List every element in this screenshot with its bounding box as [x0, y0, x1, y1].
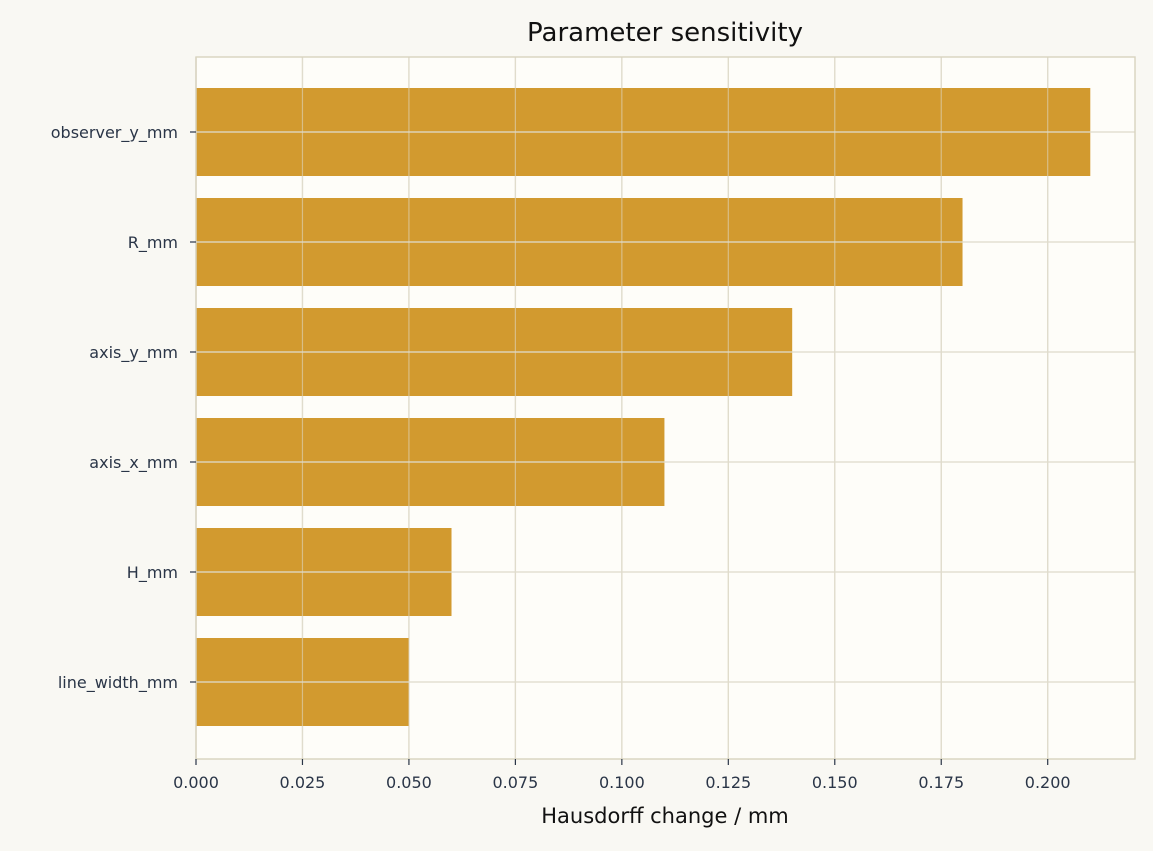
y-tick-label-H-mm: H_mm [127, 563, 178, 583]
horizontal-grid-lines [195, 57, 1135, 759]
y-tick-label-line-width-mm: line_width_mm [58, 673, 178, 693]
y-tick-label-axis-x-mm: axis_x_mm [89, 453, 178, 473]
x-tick-label: 0.100 [599, 773, 645, 792]
y-axis-ticks: observer_y_mm R_mm axis_y_mm axis_x_mm H_mml… [51, 123, 196, 693]
x-tick-label: 0.175 [918, 773, 964, 792]
y-tick-label-observer-y-mm: observer_y_mm [51, 123, 178, 143]
x-tick-label: 0.200 [1025, 773, 1071, 792]
x-tick-label: 0.075 [492, 773, 538, 792]
x-tick-label: 0.125 [705, 773, 751, 792]
plot-border [195, 56, 1136, 760]
chart-title: Parameter sensitivity [527, 18, 803, 48]
y-tick-label-R-mm: R_mm [128, 233, 178, 253]
y-tick-label-axis-y-mm: axis_y_mm [89, 343, 178, 363]
x-tick-label: 0.000 [173, 773, 219, 792]
x-axis-title: Hausdorff change / mm [541, 804, 789, 828]
x-tick-label: 0.150 [812, 773, 858, 792]
x-axis-ticks: 0.000 0.025 0.050 0.075 0.100 0.125 0.150 0.175… [173, 759, 1071, 792]
x-tick-label: 0.050 [386, 773, 432, 792]
x-tick-label: 0.025 [280, 773, 326, 792]
